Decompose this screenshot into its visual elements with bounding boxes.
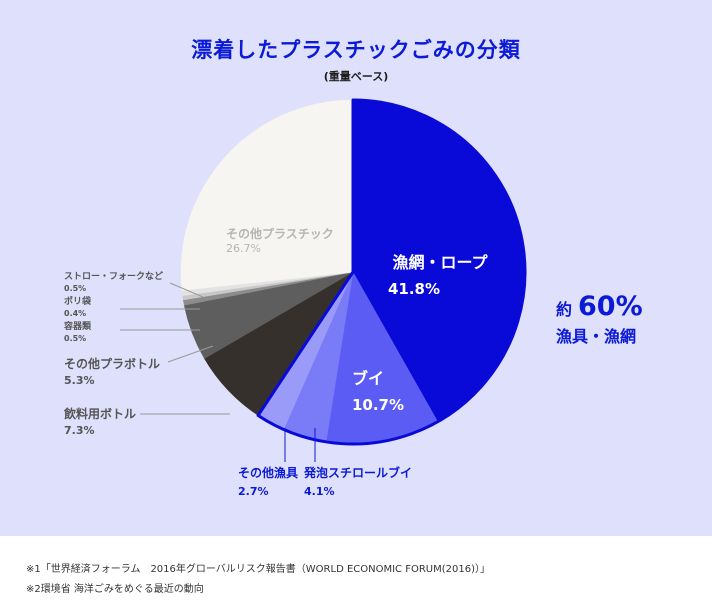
slice-label-1: ブイ: [352, 369, 384, 388]
slice-value-7: 0.4%: [64, 309, 86, 318]
footnote-1: ※1「世界経済フォーラム 2016年グローバルリスク報告書（WORLD ECON…: [26, 564, 490, 575]
slice-value-1: 10.7%: [352, 396, 404, 414]
leader-line-8: [169, 282, 204, 298]
footnote-2: ※2環境省 海洋ごみをめぐる最近の動向: [26, 584, 204, 595]
annotation-label: 漁具・漁網: [556, 327, 636, 346]
slice-value-6: 0.5%: [64, 334, 86, 343]
slice-value-0: 41.8%: [388, 280, 440, 298]
slice-label-3: その他漁具: [238, 465, 298, 480]
slice-label-7: ポリ袋: [64, 295, 92, 307]
slice-value-5: 5.3%: [64, 374, 95, 387]
chart-subtitle: (重量ベース): [323, 70, 389, 83]
chart-title: 漂着したプラスチックごみの分類: [191, 38, 521, 62]
slice-value-9: 26.7%: [226, 242, 261, 255]
slice-value-3: 2.7%: [238, 485, 269, 498]
slice-value-4: 7.3%: [64, 424, 95, 437]
fishing-gear-outline: [256, 98, 527, 446]
slice-label-4: 飲料用ボトル: [63, 406, 136, 421]
slice-label-2: 発泡スチロールブイ: [303, 465, 412, 480]
pie-slice-9: [180, 99, 354, 291]
slice-value-8: 0.5%: [64, 284, 86, 293]
slice-label-0: 漁網・ロープ: [392, 253, 488, 272]
annotation-value: 60%: [578, 291, 643, 322]
slice-label-6: 容器類: [63, 320, 92, 332]
slice-label-9: その他プラスチック: [226, 226, 334, 241]
annotation-prefix: 約: [556, 300, 572, 319]
slice-value-2: 4.1%: [304, 485, 335, 498]
slice-label-8: ストロー・フォークなど: [64, 270, 163, 282]
slice-label-5: その他プラボトル: [64, 356, 160, 371]
leader-line-5: [167, 345, 214, 363]
